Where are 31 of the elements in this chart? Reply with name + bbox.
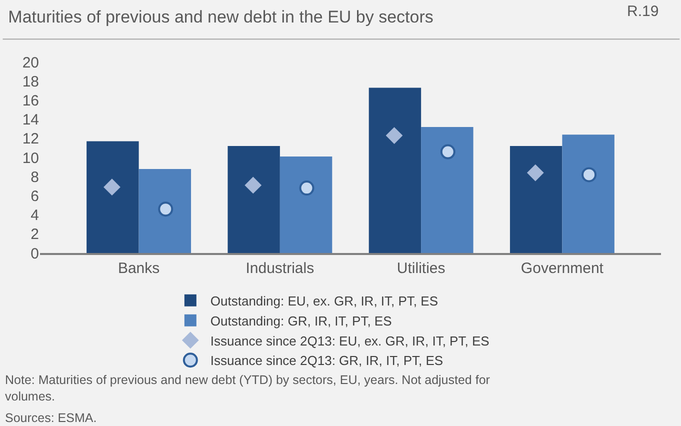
bar xyxy=(228,146,280,253)
source-note: Sources: ESMA. xyxy=(5,411,97,425)
y-tick-label: 12 xyxy=(22,130,39,148)
legend-label: Outstanding: GR, IR, IT, PT, ES xyxy=(210,313,392,328)
text: Note: Maturities of previous and new debt (YTD) by sectors, EU, years. Not adjusted for volumes. xyxy=(5,373,490,404)
y-tick-label: 2 xyxy=(30,226,39,244)
x-tick-label: Banks xyxy=(118,260,160,277)
x-tick-label: Industrials xyxy=(246,260,314,277)
y-tick-label: 4 xyxy=(30,207,39,224)
y-tick-label: 6 xyxy=(30,188,39,205)
y-tick-label: 14 xyxy=(22,112,39,129)
y-tick-label: 8 xyxy=(30,168,39,186)
y-tick-label: 20 xyxy=(22,54,39,72)
bar xyxy=(510,146,562,253)
bar xyxy=(368,88,422,253)
bar xyxy=(421,126,474,253)
x-tick-label: Utilities xyxy=(396,260,446,277)
legend-label: Issuance since 2Q13: GR, IR, IT, PT, ES xyxy=(210,353,444,368)
bar xyxy=(280,156,332,253)
text: R.19 xyxy=(627,3,659,20)
legend-label: Issuance since 2Q13: EU, ex. GR, IR, IT, PT, ES xyxy=(210,333,490,348)
y-tick-label: 16 xyxy=(22,92,39,110)
y-tick-label: 0 xyxy=(30,245,39,262)
chart-title: Maturities of previous and new debt in the EU by sectors xyxy=(8,8,434,27)
bar xyxy=(86,141,139,253)
bar xyxy=(562,134,614,253)
legend-label: Outstanding: EU, ex. GR, IR, IT, PT, ES xyxy=(210,293,438,308)
x-tick-label: Government xyxy=(520,260,604,277)
y-tick-label: 18 xyxy=(22,73,39,90)
bar xyxy=(138,168,192,253)
y-tick-label: 10 xyxy=(22,150,39,167)
